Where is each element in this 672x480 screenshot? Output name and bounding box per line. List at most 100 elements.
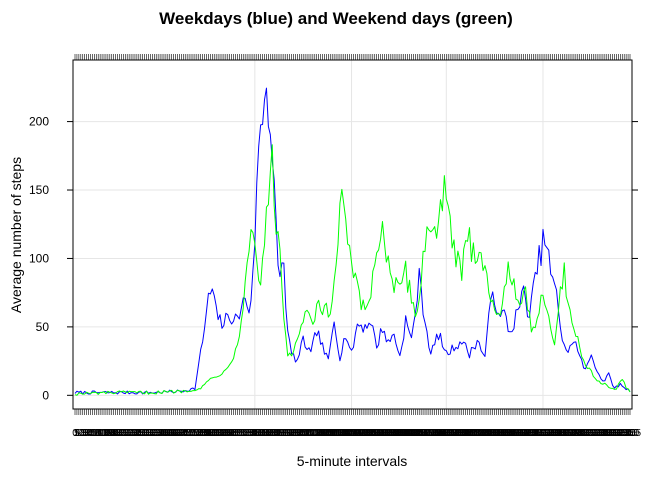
x-tick-label: 240 xyxy=(129,428,146,439)
x-tick-label: 520 xyxy=(190,428,207,439)
x-tick-label: 125 xyxy=(100,428,117,439)
x-tick-label: 2115 xyxy=(557,428,579,439)
x-tick-label: 2110 xyxy=(555,428,577,439)
x-tick-label: 400 xyxy=(159,428,176,439)
x-tick-label: 640 xyxy=(221,428,238,439)
plot-frame xyxy=(72,59,633,410)
x-tick-label: 2020 xyxy=(536,428,559,439)
x-tick-label: 1140 xyxy=(335,428,357,439)
x-tick-label: 1930 xyxy=(516,428,539,439)
x-tick-label: 1800 xyxy=(482,428,505,439)
x-tick-label: 2000 xyxy=(528,428,551,439)
x-tick-label: 1825 xyxy=(491,428,514,439)
x-tick-label: 1150 xyxy=(339,428,361,439)
x-tick-label: 2120 xyxy=(559,428,582,439)
x-tick-label: 515 xyxy=(188,428,205,439)
x-tick-label: 1335 xyxy=(379,428,402,439)
x-tick-label: 420 xyxy=(167,428,184,439)
x-tick-label: 1355 xyxy=(387,428,410,439)
x-tick-label: 410 xyxy=(163,428,180,439)
x-tick-label: 1645 xyxy=(453,428,476,439)
x-tick-label: 1100 xyxy=(320,428,342,439)
x-tick-label: 2315 xyxy=(603,428,626,439)
x-tick-label: 40 xyxy=(85,428,97,439)
x-tick-label: 2125 xyxy=(561,428,584,439)
x-tick-label: 1445 xyxy=(406,428,429,439)
x-tick-label: 1300 xyxy=(366,428,389,439)
x-tick-label: 1020 xyxy=(304,428,327,439)
x-tick-label: 350 xyxy=(156,428,173,439)
x-tick-label: 120 xyxy=(98,428,115,439)
x-tick-label: 645 xyxy=(223,428,240,439)
x-tick-label: 1750 xyxy=(478,428,501,439)
x-tick-label: 1025 xyxy=(306,428,329,439)
x-tick-label: 1725 xyxy=(468,428,491,439)
x-tick-label: 2220 xyxy=(582,428,605,439)
x-tick-label: 740 xyxy=(245,428,262,439)
x-tick-label: 735 xyxy=(243,428,260,439)
x-tick-label: 2355 xyxy=(619,428,642,439)
x-tick-label: 435 xyxy=(173,428,190,439)
x-tick-label: 330 xyxy=(148,428,165,439)
x-tick-label: 2230 xyxy=(586,428,609,439)
x-tick-label: 2225 xyxy=(584,428,607,439)
y-tick-label: 50 xyxy=(36,320,50,334)
x-tick-label: 1730 xyxy=(470,428,493,439)
series-line-green xyxy=(74,144,631,396)
x-tick-label: 1415 xyxy=(395,428,418,439)
x-tick-label: 345 xyxy=(154,428,171,439)
x-tick-label: 2130 xyxy=(563,428,586,439)
x-tick-label: 325 xyxy=(146,428,163,439)
x-tick-label: 1125 xyxy=(329,428,351,439)
x-tick-label: 55 xyxy=(91,428,103,439)
x-tick-label: 755 xyxy=(250,428,267,439)
y-tick-labels: 0 50 100 150 200 xyxy=(29,115,49,403)
x-tick-label: 130 xyxy=(101,428,118,439)
x-tick-label: 600 xyxy=(206,428,223,439)
x-tick-label: 1610 xyxy=(439,428,462,439)
x-tick-label: 2050 xyxy=(547,428,570,439)
x-tick-label: 1325 xyxy=(375,428,398,439)
x-tick-label: 5 xyxy=(74,428,80,439)
x-tick-label: 800 xyxy=(252,428,269,439)
x-tick-label: 945 xyxy=(293,428,310,439)
x-tick-label: 1105 xyxy=(321,428,343,439)
x-tick-label: 1310 xyxy=(369,428,392,439)
x-tick-label: 30 xyxy=(81,428,93,439)
x-tick-label: 140 xyxy=(105,428,122,439)
x-tick-label: 0 xyxy=(72,428,78,439)
x-tick-label: 2210 xyxy=(578,428,601,439)
x-tick-label: 1605 xyxy=(437,428,460,439)
x-tick-label: 820 xyxy=(260,428,277,439)
x-tick-label: 1205 xyxy=(344,428,367,439)
x-tick-label: 2040 xyxy=(543,428,566,439)
x-tick-label: 1600 xyxy=(435,428,458,439)
x-tick-label: 1505 xyxy=(414,428,437,439)
x-tick-label: 115 xyxy=(96,428,112,439)
y-tick-label: 0 xyxy=(42,388,49,402)
x-tick-label: 2105 xyxy=(553,428,576,439)
x-tick-label: 10 xyxy=(73,428,85,439)
x-tick-label: 1655 xyxy=(456,428,479,439)
x-tick-label: 1710 xyxy=(462,428,485,439)
x-tick-label: 50 xyxy=(89,428,101,439)
x-tick-label: 1235 xyxy=(356,428,379,439)
x-tick-label: 1010 xyxy=(300,428,323,439)
x-tick-label: 205 xyxy=(115,428,132,439)
x-tick-label: 925 xyxy=(285,428,302,439)
x-tick-label: 1500 xyxy=(412,428,435,439)
x-tick-label: 1305 xyxy=(367,428,390,439)
x-tick-label: 1055 xyxy=(317,428,340,439)
x-tick-label: 1245 xyxy=(360,428,383,439)
x-tick-label: 215 xyxy=(119,428,136,439)
x-tick-label: 900 xyxy=(276,428,293,439)
x-tick-label: 150 xyxy=(109,428,126,439)
x-tick-label: 2155 xyxy=(572,428,595,439)
x-tick-label: 2140 xyxy=(567,428,590,439)
x-tick-label: 455 xyxy=(181,428,198,439)
x-tick-label: 1225 xyxy=(352,428,375,439)
x-tick-label: 155 xyxy=(111,428,128,439)
x-tick-label: 850 xyxy=(272,428,289,439)
x-tick-label: 1620 xyxy=(443,428,466,439)
x-tick-label: 745 xyxy=(246,428,263,439)
